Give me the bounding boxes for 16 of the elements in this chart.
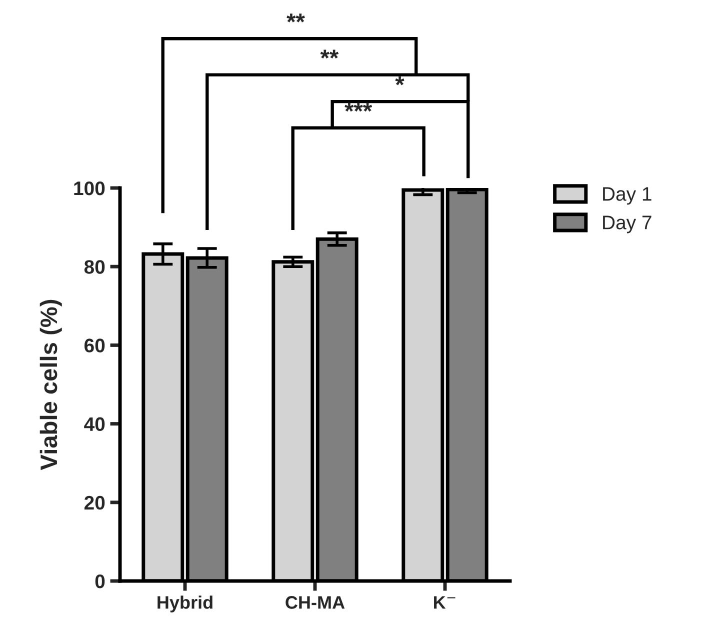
legend-label: Day 7 [603, 216, 652, 234]
y-tick-label: 0 [95, 574, 105, 588]
x-tick-label: Hybrid [158, 596, 212, 612]
x-tick-label: CH-MA [286, 596, 345, 609]
legend-label: Day 1 [603, 187, 652, 205]
text: ** [320, 50, 339, 59]
y-tick-label: 60 [84, 338, 105, 352]
text: ** [286, 14, 305, 22]
y-tick-label: 20 [84, 496, 105, 510]
y-tick-label: 80 [84, 260, 105, 274]
text: * [395, 76, 404, 86]
x-tick-label: K$^{−}$ [434, 596, 456, 609]
y-tick-label: 100 [74, 181, 105, 196]
text: *** [344, 102, 372, 112]
y-axis-title: Viable cells (%) [40, 300, 62, 470]
y-tick-label: 40 [84, 417, 105, 432]
